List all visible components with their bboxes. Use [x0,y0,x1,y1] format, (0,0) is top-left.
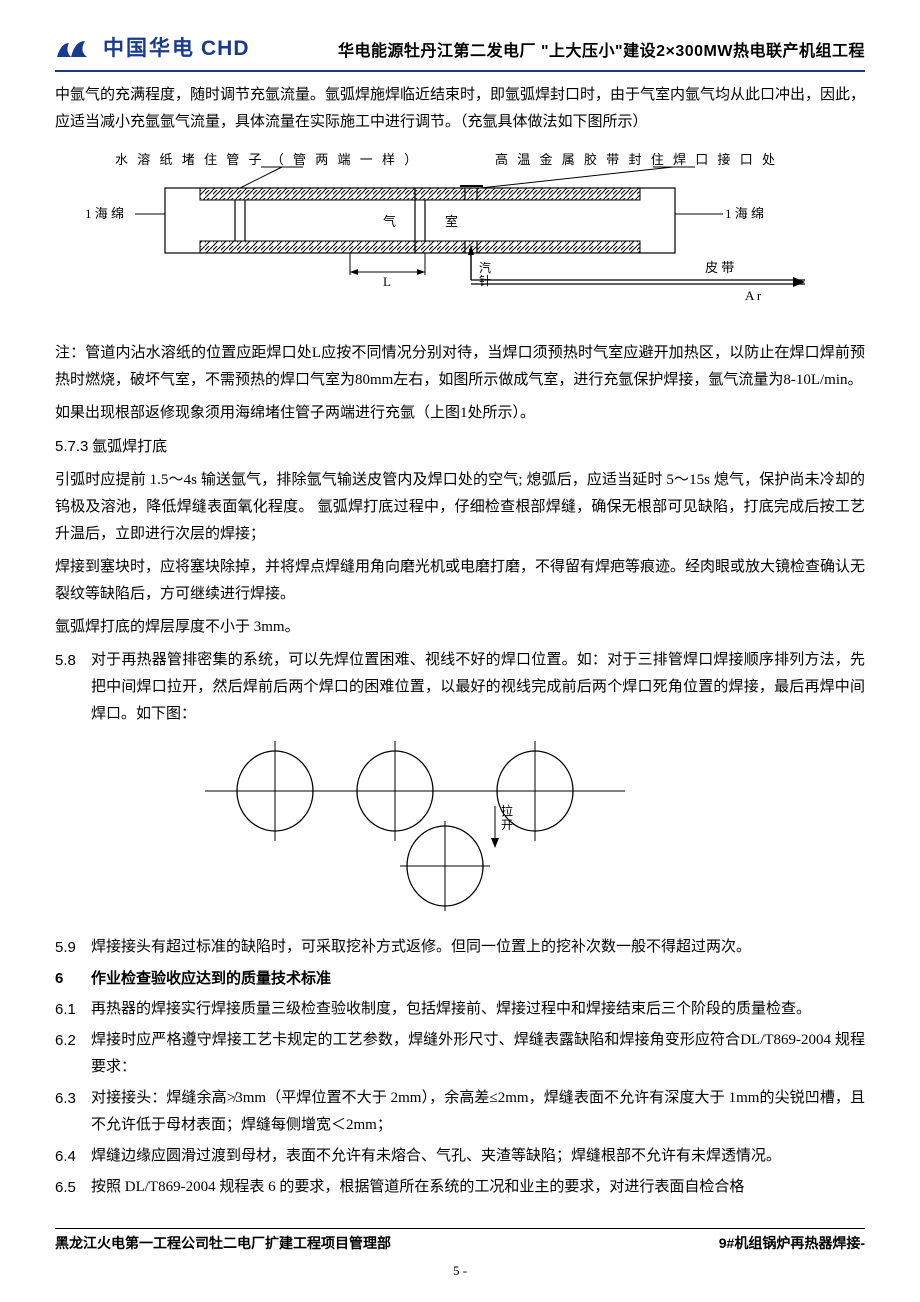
d2-label-pull1: 拉 [501,803,513,818]
brand-en: CHD [201,30,250,68]
d1-label-left: 1 海 绵 [85,206,124,221]
num-58: 5.8 [55,647,91,728]
note-1: 注：管道内沾水溶纸的位置应距焊口处L应按不同情况分别对待，当焊口须预热时气室应避… [55,340,865,394]
brand-cn: 中国华电 [103,30,195,68]
document-page: 中国华电 CHD 华电能源牡丹江第二发电厂 "上大压小"建设2×300MW热电联… [0,0,920,1302]
diagram-tube-row: 拉 开 [205,736,865,926]
d1-label-belt: 皮 带 [705,260,734,275]
txt-62: 焊接时应严格遵守焊接工艺卡规定的工艺参数，焊缝外形尺寸、焊缝表露缺陷和焊接角变形… [91,1027,865,1081]
num-65: 6.5 [55,1174,91,1201]
item-58: 5.8 对于再热器管排密集的系统，可以先焊位置困难、视线不好的焊口位置。如：对于… [55,647,865,728]
d1-label-topleft: 水 溶 纸 堵 住 管 子 （ 管 两 端 一 样 ） [115,152,420,167]
s573-p2: 焊接到塞块时，应将塞块除掉，并将焊点焊缝用角向磨光机或电磨打磨，不得留有焊疤等痕… [55,554,865,608]
txt-63: 对接接头：焊缝余高≯3mm（平焊位置不大于 2mm），余高差≤2mm，焊缝表面不… [91,1085,865,1139]
footer-page: 5 - [55,1259,865,1282]
d1-label-gas: 气 [383,214,396,229]
item-64: 6.4 焊缝边缘应圆滑过渡到母材，表面不允许有未熔合、气孔、夹渣等缺陷；焊缝根部… [55,1143,865,1170]
s573-p1: 引弧时应提前 1.5～4s 输送氩气，排除氩气输送皮管内及焊口处的空气; 熄弧后… [55,467,865,548]
num-64: 6.4 [55,1143,91,1170]
section-6-head: 6 作业检查验收应达到的质量技术标准 [55,965,865,992]
d1-label-L: L [383,274,391,289]
d1-label-room: 室 [445,214,458,229]
logo-icon [55,37,93,61]
d1-label-ar: A r [745,288,762,303]
section-573-head: 5.7.3 氩弧焊打底 [55,433,865,461]
footer-left: 黑龙江火电第一工程公司牡二电厂扩建工程项目管理部 [55,1231,391,1256]
page-footer: 黑龙江火电第一工程公司牡二电厂扩建工程项目管理部 9#机组锅炉再热器焊接- 5 … [55,1228,865,1282]
txt-65: 按照 DL/T869-2004 规程表 6 的要求，根据管道所在系统的工况和业主… [91,1174,865,1201]
num-573: 5.7.3 [55,438,88,455]
num-61: 6.1 [55,996,91,1023]
item-63: 6.3 对接接头：焊缝余高≯3mm（平焊位置不大于 2mm），余高差≤2mm，焊… [55,1085,865,1139]
d1-label-topright: 高 温 金 属 胶 带 封 住 焊 口 接 口 处 [495,152,778,167]
d2-label-pull2: 开 [501,818,513,832]
txt-59: 焊接接头有超过标准的缺陷时，可采取挖补方式返修。但同一位置上的挖补次数一般不得超… [91,934,865,961]
title-573: 氩弧焊打底 [92,439,167,455]
s573-p3: 氩弧焊打底的焊层厚度不小于 3mm。 [55,614,865,641]
item-62: 6.2 焊接时应严格遵守焊接工艺卡规定的工艺参数，焊缝外形尺寸、焊缝表露缺陷和焊… [55,1027,865,1081]
item-61: 6.1 再热器的焊接实行焊接质量三级检查验收制度，包括焊接前、焊接过程中和焊接结… [55,996,865,1023]
d1-label-needle1: 汽 [479,260,491,275]
txt-58: 对于再热器管排密集的系统，可以先焊位置困难、视线不好的焊口位置。如：对于三排管焊… [91,647,865,728]
page-header: 中国华电 CHD 华电能源牡丹江第二发电厂 "上大压小"建设2×300MW热电联… [55,30,865,72]
header-title: 华电能源牡丹江第二发电厂 "上大压小"建设2×300MW热电联产机组工程 [262,32,866,67]
diagram-pipe-argon: 水 溶 纸 堵 住 管 子 （ 管 两 端 一 样 ） 高 温 金 属 胶 带 … [85,150,865,330]
num-6: 6 [55,965,91,992]
num-59: 5.9 [55,934,91,961]
footer-right: 9#机组锅炉再热器焊接- [719,1231,865,1256]
title-6: 作业检查验收应达到的质量技术标准 [91,965,331,992]
d1-label-right: 1 海 绵 [725,206,764,221]
txt-61: 再热器的焊接实行焊接质量三级检查验收制度，包括焊接前、焊接过程中和焊接结束后三个… [91,996,865,1023]
paragraph-intro: 中氩气的充满程度，随时调节充氩流量。氩弧焊施焊临近结束时，即氩弧焊封口时，由于气… [55,82,865,136]
note-2: 如果出现根部返修现象须用海绵堵住管子两端进行充氩（上图1处所示）。 [55,400,865,427]
txt-64: 焊缝边缘应圆滑过渡到母材，表面不允许有未熔合、气孔、夹渣等缺陷；焊缝根部不允许有… [91,1143,865,1170]
num-63: 6.3 [55,1085,91,1139]
item-59: 5.9 焊接接头有超过标准的缺陷时，可采取挖补方式返修。但同一位置上的挖补次数一… [55,934,865,961]
item-65: 6.5 按照 DL/T869-2004 规程表 6 的要求，根据管道所在系统的工… [55,1174,865,1201]
num-62: 6.2 [55,1027,91,1081]
